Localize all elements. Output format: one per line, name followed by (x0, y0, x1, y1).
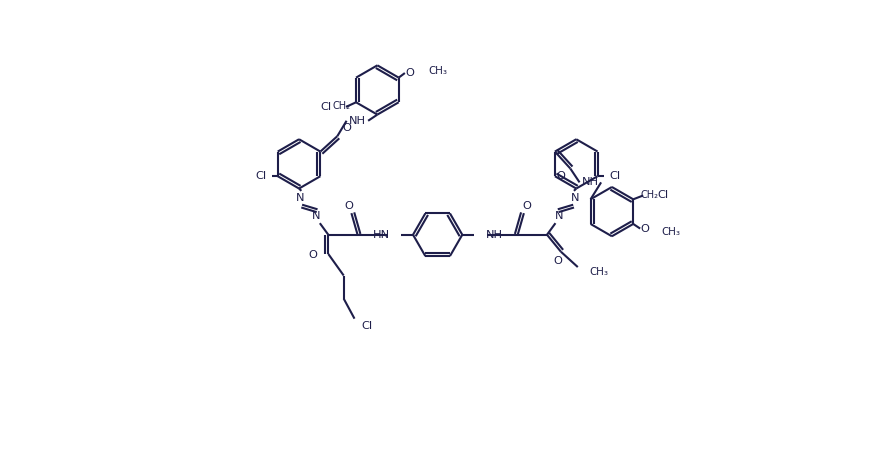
Text: O: O (309, 250, 317, 260)
Text: N: N (555, 211, 564, 221)
Text: N: N (570, 193, 579, 203)
Text: N: N (296, 193, 305, 203)
Text: O: O (557, 171, 566, 181)
Text: CH₃: CH₃ (429, 66, 447, 76)
Text: NH: NH (582, 177, 598, 187)
Text: Cl: Cl (255, 171, 266, 181)
Text: O: O (640, 224, 649, 234)
Text: CH₂: CH₂ (640, 189, 659, 200)
Text: O: O (553, 256, 562, 266)
Text: N: N (312, 211, 320, 221)
Text: NH: NH (485, 230, 502, 240)
Text: Cl: Cl (658, 190, 669, 201)
Text: O: O (344, 201, 353, 211)
Text: NH: NH (349, 116, 366, 126)
Text: CH₃: CH₃ (590, 267, 608, 277)
Text: Cl: Cl (609, 171, 621, 181)
Text: HN: HN (373, 230, 390, 240)
Text: Cl: Cl (362, 320, 372, 331)
Text: Cl: Cl (320, 102, 332, 112)
Text: CH₂: CH₂ (332, 101, 350, 111)
Text: O: O (522, 201, 531, 211)
Text: CH₃: CH₃ (662, 227, 681, 236)
Text: O: O (342, 124, 351, 134)
Text: O: O (406, 68, 415, 78)
